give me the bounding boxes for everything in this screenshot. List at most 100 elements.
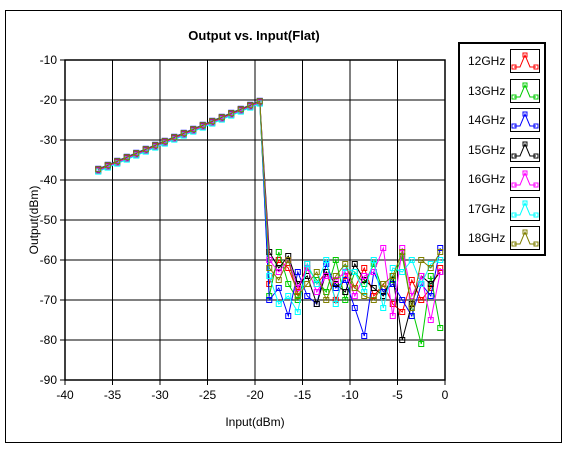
data-point: [389, 281, 396, 287]
data-point: [437, 245, 444, 251]
data-point: [427, 317, 434, 323]
data-point: [275, 249, 282, 255]
y-tick-label: -90: [40, 373, 58, 387]
series-line: [98, 100, 441, 341]
y-axis-label: Output(dBm): [27, 186, 41, 255]
legend-item: 17GHz: [460, 196, 548, 224]
data-point: [408, 305, 415, 311]
legend-label: 14GHz: [468, 113, 506, 127]
data-point: [418, 341, 425, 347]
data-point: [266, 265, 273, 271]
data-point: [332, 277, 339, 283]
data-point: [275, 285, 282, 291]
legend-marker: [511, 64, 517, 70]
legend-marker: [522, 82, 528, 87]
data-point: [332, 281, 339, 287]
legend-marker: [533, 153, 539, 158]
data-point: [399, 245, 406, 251]
legend-swatch: [510, 196, 540, 221]
data-point: [380, 245, 387, 251]
y-tick-label: -50: [40, 213, 58, 227]
legend-line: [514, 171, 536, 186]
legend-label: 16GHz: [468, 172, 506, 186]
data-point: [437, 249, 444, 255]
data-point: [399, 249, 406, 255]
data-point: [332, 285, 339, 291]
legend-item: 12GHz: [460, 48, 548, 76]
data-point: [266, 297, 273, 303]
legend-marker: [533, 241, 539, 247]
data-point: [332, 257, 339, 263]
data-point: [209, 118, 216, 125]
legend-marker: [511, 123, 517, 129]
data-point: [304, 261, 311, 267]
data-point: [237, 106, 244, 113]
data-point: [380, 281, 387, 287]
data-point: [408, 257, 415, 263]
legend-item: 18GHz: [460, 225, 548, 253]
data-point: [351, 305, 358, 311]
series-18GHz: [95, 98, 444, 311]
data-point: [114, 158, 121, 165]
legend-label: 18GHz: [468, 231, 506, 245]
data-point: [323, 273, 330, 279]
data-point: [218, 114, 225, 121]
data-point: [199, 122, 206, 129]
x-axis-label: Input(dBm): [225, 415, 284, 429]
data-point: [275, 301, 282, 307]
x-tick-label: -5: [392, 388, 403, 402]
data-point: [399, 297, 406, 303]
data-point: [180, 130, 187, 137]
data-point: [190, 126, 197, 133]
data-point: [427, 281, 434, 287]
data-point: [370, 285, 377, 291]
data-point: [171, 134, 178, 141]
data-point: [313, 281, 320, 287]
data-point: [285, 281, 292, 287]
data-point: [285, 313, 292, 319]
data-point: [294, 309, 301, 315]
data-point: [370, 297, 377, 303]
data-point: [399, 337, 406, 343]
y-tick-label: -10: [40, 53, 58, 67]
data-point: [399, 269, 406, 275]
series-13GHz: [95, 100, 444, 347]
data-point: [256, 98, 263, 105]
legend-line: [514, 230, 536, 245]
data-point: [323, 297, 330, 303]
data-point: [104, 162, 111, 169]
data-point: [342, 277, 349, 283]
data-point: [437, 325, 444, 331]
legend-label: 15GHz: [468, 142, 506, 157]
legend-item: 16GHz: [460, 166, 548, 194]
data-point: [294, 293, 301, 299]
data-point: [389, 313, 396, 319]
series-line: [98, 101, 441, 313]
data-point: [351, 269, 358, 275]
chart-title: Output vs. Input(Flat): [188, 28, 319, 43]
x-tick-label: -30: [151, 388, 169, 402]
legend-item: 15GHz: [460, 137, 548, 165]
data-point: [123, 154, 130, 161]
data-point: [342, 289, 349, 295]
legend-swatch: [510, 137, 540, 162]
data-point: [275, 269, 282, 275]
data-point: [142, 146, 149, 153]
legend-marker: [533, 212, 539, 217]
data-point: [399, 309, 406, 315]
legend-label: 13GHz: [468, 83, 506, 98]
data-point: [266, 273, 273, 279]
legend-marker: [522, 229, 528, 235]
data-point: [427, 265, 434, 271]
data-point: [285, 293, 292, 299]
data-point: [418, 273, 425, 279]
series-line: [98, 102, 441, 345]
data-point: [389, 301, 396, 307]
legend-item: 14GHz: [460, 107, 548, 135]
legend-line: [514, 201, 536, 215]
data-point: [275, 277, 282, 283]
data-point: [351, 293, 358, 299]
legend-label: 12GHz: [468, 54, 506, 68]
data-point: [418, 281, 425, 287]
